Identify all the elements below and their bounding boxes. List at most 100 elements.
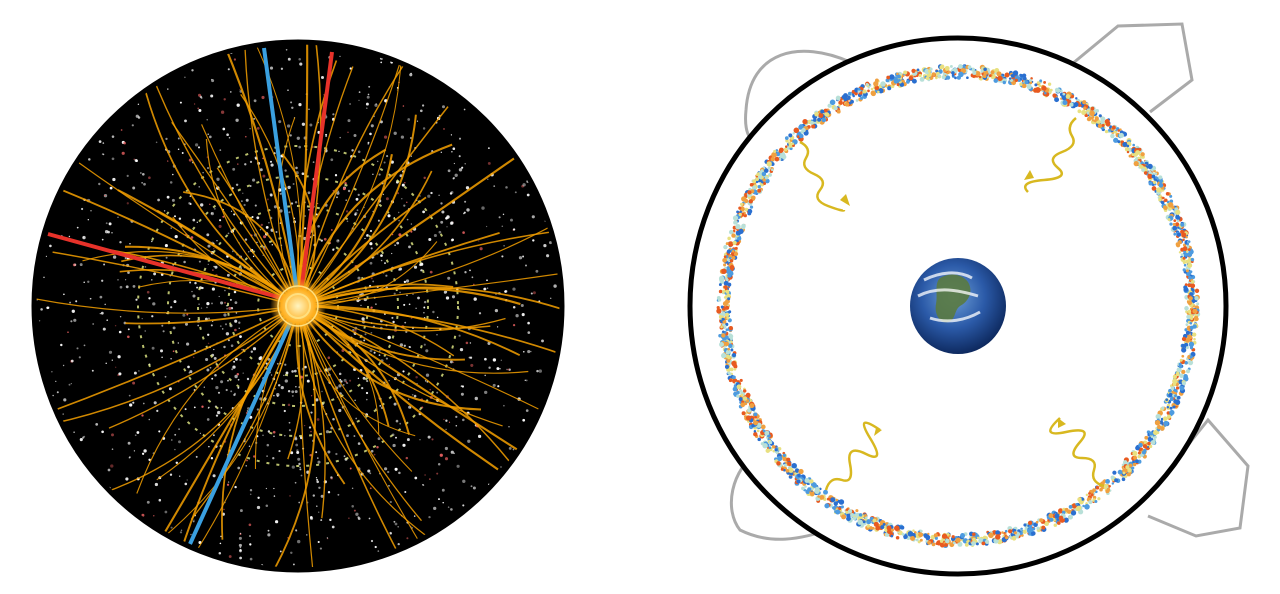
hit-dot <box>141 182 143 184</box>
hit-dot <box>200 307 203 309</box>
hit-dot <box>111 157 115 161</box>
cmb-speck <box>1027 520 1033 526</box>
particle-track <box>297 270 562 307</box>
hit-dot <box>452 177 455 180</box>
hit-dot <box>164 244 168 248</box>
hit-dot <box>370 277 373 280</box>
hit-dot <box>223 508 225 511</box>
hit-dot <box>202 171 204 174</box>
hit-dot <box>383 135 388 139</box>
cmb-speck <box>958 71 964 78</box>
cmb-speck <box>1187 248 1191 251</box>
hit-dot <box>192 218 196 222</box>
particle-track <box>136 305 299 494</box>
hit-dot <box>488 366 491 369</box>
hit-dot <box>298 462 301 466</box>
hit-dot <box>75 300 78 303</box>
cmb-speck <box>827 103 832 108</box>
cmb-speck <box>1132 450 1138 457</box>
cmb-speck <box>757 188 762 193</box>
hit-dot <box>184 76 186 79</box>
cmb-speck <box>721 352 727 359</box>
hit-dot <box>320 519 323 522</box>
hit-dot <box>287 389 291 393</box>
hit-dot <box>325 135 327 137</box>
cmb-speck <box>880 525 885 530</box>
cmb-speck <box>908 75 914 81</box>
hit-dot <box>170 439 173 441</box>
cmb-speck <box>725 268 732 274</box>
cmb-speck <box>1161 406 1165 410</box>
hit-dot <box>206 418 210 421</box>
hit-dot <box>464 163 466 165</box>
hit-dot <box>462 479 466 483</box>
cmb-speck <box>1167 218 1171 221</box>
cmb-speck <box>760 424 766 430</box>
cmb-speck <box>724 364 730 369</box>
hit-dot <box>275 520 279 524</box>
hit-dot <box>357 276 361 280</box>
cmb-speck <box>726 249 732 254</box>
earth-landmass <box>935 274 971 323</box>
hit-dot <box>47 306 50 309</box>
cmb-speck <box>1056 518 1060 521</box>
hit-dot <box>502 213 505 216</box>
hit-dot <box>370 539 374 543</box>
hit-dot <box>309 454 312 457</box>
hit-dot <box>236 373 240 376</box>
hit-dot <box>270 374 273 376</box>
cmb-speck <box>885 78 890 83</box>
cmb-speck <box>749 403 755 409</box>
hit-dot <box>330 476 333 479</box>
hit-dot <box>267 533 271 537</box>
cmb-speck <box>814 488 820 494</box>
cmb-speck <box>823 489 828 495</box>
cmb-speck <box>718 283 722 287</box>
cmb-speck <box>1077 109 1082 114</box>
hit-dot <box>512 323 516 327</box>
hit-dot <box>174 448 176 451</box>
hit-dot <box>463 108 466 111</box>
cmb-speck <box>1132 462 1137 467</box>
cmb-speck <box>774 448 778 452</box>
cmb-speck <box>838 100 843 106</box>
hit-dot <box>318 486 321 490</box>
cmb-speck <box>945 75 951 80</box>
cmb-speck <box>931 72 936 77</box>
hit-dot <box>487 161 491 165</box>
hit-dot <box>522 451 525 455</box>
hit-dot <box>133 450 136 452</box>
cmb-speck <box>716 308 722 314</box>
cmb-speck <box>728 343 733 349</box>
cmb-speck <box>751 185 756 190</box>
hit-dot <box>108 350 113 354</box>
cmb-speck <box>767 166 771 170</box>
hit-dot <box>357 516 360 519</box>
hit-dot <box>340 380 343 383</box>
cmb-speck <box>1058 508 1064 514</box>
cmb-speck <box>1185 323 1189 326</box>
hit-dot <box>520 304 524 307</box>
hit-dot <box>230 344 234 347</box>
hit-dot <box>263 235 267 239</box>
cmb-speck <box>939 539 944 543</box>
hit-dot <box>83 344 86 347</box>
hit-dot <box>256 408 260 411</box>
hit-dot <box>175 461 179 465</box>
cmb-speck <box>817 110 821 114</box>
cmb-speck <box>1088 492 1091 495</box>
cmb-speck <box>731 361 737 367</box>
hit-dot <box>499 368 501 370</box>
hit-dot <box>359 44 362 46</box>
cmb-speck <box>890 528 894 532</box>
cmb-speck <box>1181 354 1185 358</box>
hit-dot <box>437 462 441 466</box>
cmb-speck <box>862 520 866 524</box>
cmb-speck <box>813 118 817 122</box>
cmb-speck <box>1063 517 1069 523</box>
hit-dot <box>464 200 467 203</box>
hit-dot <box>63 398 67 402</box>
cmb-speck <box>1039 518 1044 523</box>
cmb-speck <box>1183 252 1189 257</box>
hit-dot <box>219 325 222 327</box>
